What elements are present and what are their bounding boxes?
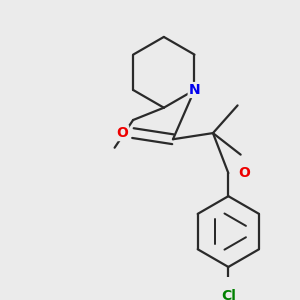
Text: O: O bbox=[116, 126, 128, 140]
Text: Cl: Cl bbox=[221, 289, 236, 300]
Text: N: N bbox=[189, 83, 200, 97]
Text: O: O bbox=[238, 166, 250, 180]
